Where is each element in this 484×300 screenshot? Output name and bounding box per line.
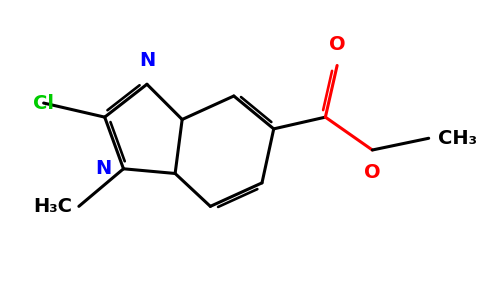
Text: O: O <box>364 163 380 182</box>
Text: CH₃: CH₃ <box>438 129 477 148</box>
Text: N: N <box>139 51 155 70</box>
Text: Cl: Cl <box>33 94 54 112</box>
Text: H₃C: H₃C <box>33 197 72 216</box>
Text: N: N <box>95 159 112 178</box>
Text: O: O <box>329 35 346 54</box>
